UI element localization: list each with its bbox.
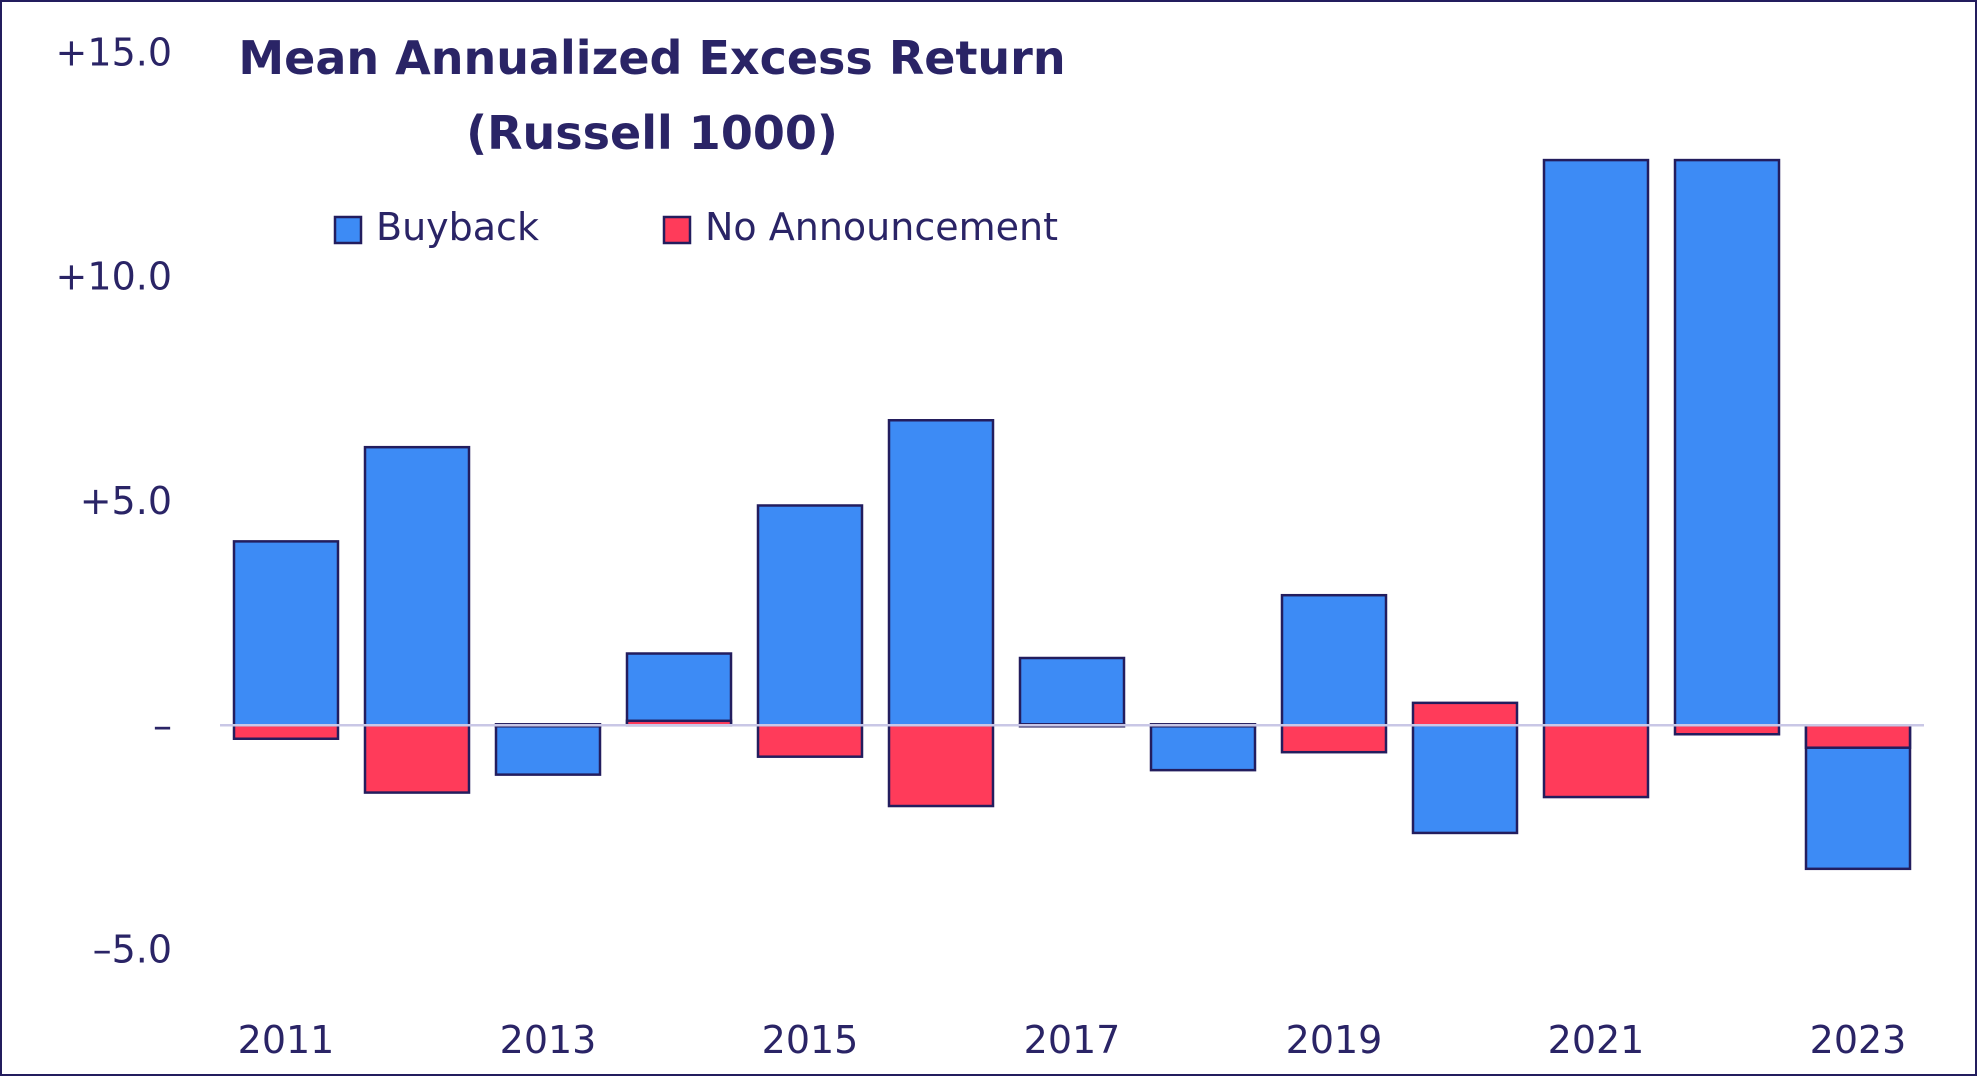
x-tick-label-2023: 2023 [1810, 1018, 1907, 1062]
bar-no-announcement-2012 [363, 724, 471, 794]
x-tick-label-2013: 2013 [500, 1018, 597, 1062]
legend-swatch-no-announcement [662, 215, 692, 245]
bar-buyback-2016 [887, 419, 995, 727]
chart-legend: Buyback No Announcement [333, 205, 1058, 249]
x-axis: 2011 2013 2015 2017 2019 2021 2023 [238, 1018, 1907, 1062]
bar-no-announcement-2016 [887, 724, 995, 808]
y-tick-label-0: +15.0 [56, 30, 172, 74]
bar-no-announcement-2015 [756, 724, 864, 758]
bars [220, 158, 1924, 871]
bar-buyback-2011 [232, 540, 340, 727]
bar-no-announcement-2011 [232, 724, 340, 740]
chart-title: Mean Annualized Excess Return (Russell 1… [238, 31, 1065, 160]
x-tick-label-2011: 2011 [238, 1018, 335, 1062]
legend-label-buyback: Buyback [376, 205, 539, 249]
legend-label-no-announcement: No Announcement [705, 205, 1058, 249]
bar-buyback-2018 [1149, 724, 1257, 772]
bar-buyback-2012 [363, 445, 471, 727]
y-tick-label-4: –5.0 [93, 928, 172, 972]
legend-swatch-buyback [333, 215, 363, 245]
x-tick-label-2021: 2021 [1548, 1018, 1645, 1062]
bar-buyback-2014 [625, 652, 733, 727]
chart-title-line-1: Mean Annualized Excess Return [238, 31, 1065, 85]
bar-no-announcement-2019 [1280, 724, 1388, 754]
bar-buyback-2022 [1673, 158, 1781, 727]
bar-buyback-2017 [1018, 656, 1126, 727]
x-tick-label-2019: 2019 [1286, 1018, 1383, 1062]
chart-title-line-2: (Russell 1000) [466, 106, 838, 160]
y-axis: +15.0 +10.0 +5.0 – –5.0 [56, 30, 172, 971]
bar-buyback-2019 [1280, 593, 1388, 727]
bar-buyback-2021 [1542, 158, 1650, 727]
y-tick-label-2: +5.0 [80, 479, 172, 523]
x-tick-label-2017: 2017 [1024, 1018, 1121, 1062]
bar-no-announcement-2020 [1411, 701, 1519, 727]
bar-no-announcement-2021 [1542, 724, 1650, 799]
y-tick-label-1: +10.0 [56, 255, 172, 299]
bar-no-announcement-2023 [1804, 724, 1912, 749]
bar-buyback-2020 [1411, 724, 1519, 835]
y-tick-label-3: – [153, 703, 172, 747]
bar-buyback-2023 [1804, 724, 1912, 871]
x-tick-label-2015: 2015 [762, 1018, 859, 1062]
bar-buyback-2013 [494, 724, 602, 776]
bar-no-announcement-2022 [1673, 724, 1781, 736]
bar-buyback-2015 [756, 504, 864, 727]
